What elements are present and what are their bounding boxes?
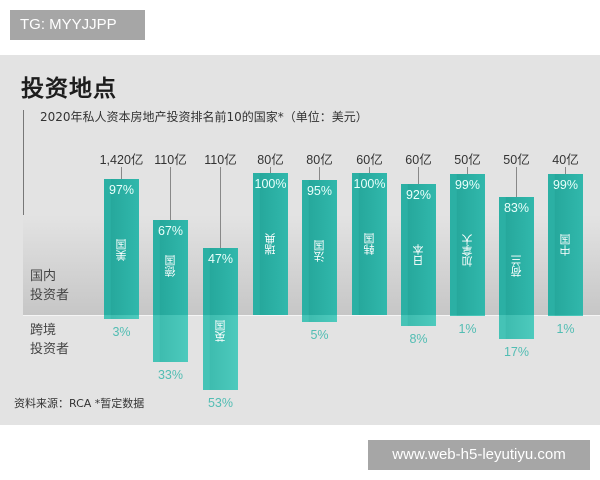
chart-title: 投资地点 xyxy=(21,76,117,102)
amount-leader-line xyxy=(418,167,419,184)
domestic-bar xyxy=(352,173,387,315)
investment-amount: 80亿 xyxy=(257,153,284,167)
investment-amount: 1,420亿 xyxy=(99,153,144,167)
cross-border-bar xyxy=(104,315,139,319)
domestic-percent: 99% xyxy=(454,178,481,192)
domestic-bar xyxy=(253,173,288,315)
cross-border-bar xyxy=(548,315,583,316)
country-name: 中国 xyxy=(559,234,572,256)
domestic-percent: 100% xyxy=(353,177,386,191)
cross-border-percent: 8% xyxy=(409,332,428,346)
cross-border-percent: 1% xyxy=(458,322,477,336)
cross-border-bar xyxy=(203,315,238,390)
cross-border-bar xyxy=(401,315,436,326)
domestic-investors-label: 国内 投资者 xyxy=(30,267,69,305)
country-column: 60亿 92% 8% 日本 xyxy=(401,55,436,425)
domestic-bar xyxy=(302,180,337,315)
country-column: 80亿 100% 瑞典 xyxy=(253,55,288,425)
domestic-percent: 83% xyxy=(503,201,530,215)
amount-leader-line xyxy=(467,167,468,174)
cross-border-bar xyxy=(302,315,337,322)
investment-amount: 50亿 xyxy=(503,153,530,167)
country-name: 瑞典 xyxy=(264,233,277,255)
domestic-bar xyxy=(203,248,238,315)
country-column: 110亿 67% 33% 德国 xyxy=(153,55,188,425)
country-column: 50亿 83% 17% 荷兰 xyxy=(499,55,534,425)
amount-leader-line xyxy=(170,167,171,220)
amount-leader-line xyxy=(369,167,370,173)
cross-border-percent: 53% xyxy=(207,396,234,410)
investment-amount: 110亿 xyxy=(204,153,237,167)
domestic-bar xyxy=(499,197,534,315)
domestic-bar xyxy=(548,174,583,315)
country-column: 60亿 100% 韩国 xyxy=(352,55,387,425)
domestic-label-line2: 投资者 xyxy=(30,288,70,303)
watermark-top-left: TG: MYYJJPP xyxy=(10,10,145,40)
domestic-label-line1: 国内 xyxy=(30,269,57,284)
investment-amount: 80亿 xyxy=(306,153,333,167)
amount-leader-line xyxy=(516,167,517,197)
country-name: 德国 xyxy=(164,255,177,277)
domestic-bar xyxy=(450,174,485,315)
domestic-bar xyxy=(401,184,436,315)
country-name: 荷兰 xyxy=(510,255,523,277)
amount-leader-line xyxy=(220,167,221,248)
cross-border-percent: 1% xyxy=(556,322,575,336)
country-column: 40亿 99% 1% 中国 xyxy=(548,55,583,425)
country-name: 英国 xyxy=(214,320,227,342)
investment-amount: 60亿 xyxy=(405,153,432,167)
cross-label-line1: 跨境 xyxy=(30,323,57,338)
domestic-percent: 92% xyxy=(405,188,432,202)
country-column: 80亿 95% 5% 法国 xyxy=(302,55,337,425)
domestic-percent: 97% xyxy=(108,183,135,197)
country-column: 110亿 47% 53% 英国 xyxy=(203,55,238,425)
cross-border-investors-label: 跨境 投资者 xyxy=(30,321,69,359)
country-name: 加拿大 xyxy=(461,234,474,267)
country-name: 美国 xyxy=(115,239,128,261)
watermark-bottom-right: www.web-h5-leyutiyu.com xyxy=(368,440,590,470)
cross-border-bar xyxy=(499,315,534,339)
amount-leader-line xyxy=(121,167,122,179)
investment-amount: 40亿 xyxy=(552,153,579,167)
axis-vertical-line xyxy=(23,110,24,315)
country-name: 日本 xyxy=(412,244,425,266)
data-source-note: 资料来源：RCA *暂定数据 xyxy=(14,397,145,410)
investment-amount: 60亿 xyxy=(356,153,383,167)
cross-border-bar xyxy=(450,315,485,316)
cross-border-percent: 5% xyxy=(310,328,329,342)
amount-leader-line xyxy=(565,167,566,174)
domestic-percent: 47% xyxy=(207,252,234,266)
cross-border-percent: 3% xyxy=(112,325,131,339)
domestic-percent: 67% xyxy=(157,224,184,238)
chart-subtitle: 2020年私人资本房地产投资排名前10的国家*（单位：美元） xyxy=(40,110,368,124)
investment-amount: 50亿 xyxy=(454,153,481,167)
domestic-bar xyxy=(104,179,139,315)
chart-panel: 投资地点 2020年私人资本房地产投资排名前10的国家*（单位：美元） 国内 投… xyxy=(0,55,600,425)
cross-border-bar xyxy=(153,315,188,362)
country-name: 法国 xyxy=(313,240,326,262)
cross-border-percent: 17% xyxy=(503,345,530,359)
amount-leader-line xyxy=(270,167,271,173)
amount-leader-line xyxy=(319,167,320,180)
domestic-percent: 100% xyxy=(254,177,287,191)
country-name: 韩国 xyxy=(363,233,376,255)
domestic-bar xyxy=(153,220,188,315)
country-column: 50亿 99% 1% 加拿大 xyxy=(450,55,485,425)
country-column: 1,420亿 97% 3% 美国 xyxy=(100,55,144,425)
domestic-percent: 95% xyxy=(306,184,333,198)
domestic-percent: 99% xyxy=(552,178,579,192)
cross-label-line2: 投资者 xyxy=(30,342,70,357)
investment-amount: 110亿 xyxy=(154,153,187,167)
cross-border-percent: 33% xyxy=(157,368,184,382)
